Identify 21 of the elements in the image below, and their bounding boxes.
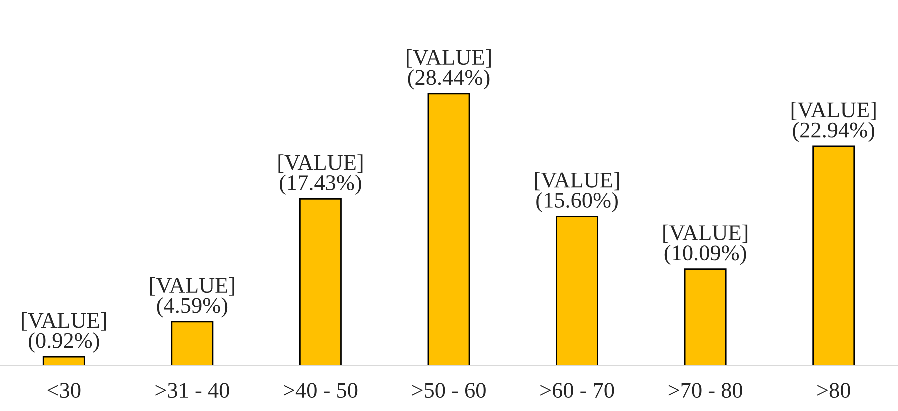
bar [42,356,86,366]
data-label: [VALUE] (10.09%) [664,224,748,266]
data-label: [VALUE] (15.60%) [535,172,620,212]
x-tick-label: >40 - 50 [284,383,358,398]
x-tick-label: >60 - 70 [540,383,614,398]
bar [299,198,342,366]
x-tick-label: >50 - 60 [412,383,486,398]
x-tick-label: <30 [48,383,81,398]
data-label: [VALUE] (4.59%) [150,277,234,318]
bar [684,268,727,366]
bar [171,321,214,366]
bar [428,93,470,366]
data-label: [VALUE] (17.43%) [278,154,363,195]
data-label: [VALUE] (22.94%) [792,102,876,142]
x-tick-label: >70 - 80 [668,383,742,398]
x-tick-label: >80 [818,383,850,398]
data-label: [VALUE] (28.44%) [407,49,491,90]
bar [556,216,599,366]
x-tick-label: >31 - 40 [156,383,230,398]
bar [812,146,856,366]
data-label: [VALUE] (0.92%) [22,312,106,353]
